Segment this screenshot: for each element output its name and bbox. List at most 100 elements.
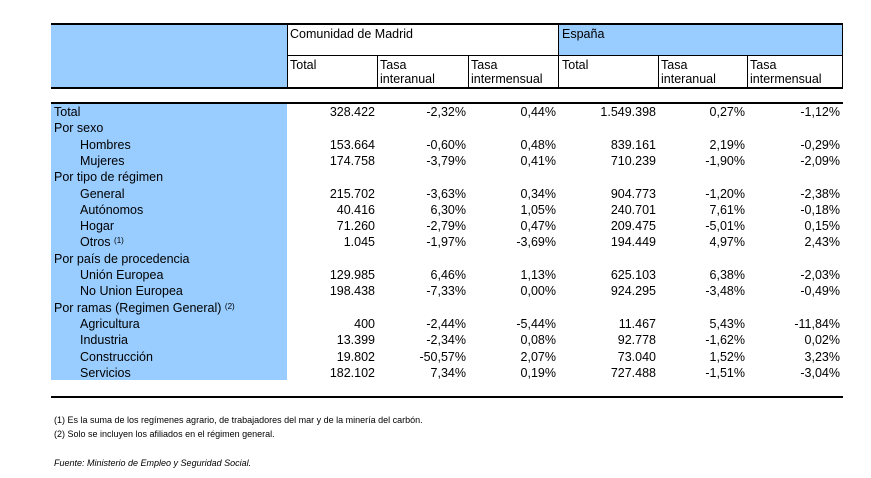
row-label-text: General [80, 187, 125, 201]
table-cell: 153.664 [329, 138, 375, 152]
table-cell: 6,38% [709, 268, 745, 282]
body-top-rule [51, 102, 843, 104]
header-interanual-label: interanual [661, 72, 716, 86]
row-label-text: Agricultura [80, 317, 140, 331]
row-label: Por ramas (Regimen General) (2) [54, 300, 235, 316]
row-labels-column [51, 104, 287, 380]
header-interanual-label: interanual [380, 72, 435, 86]
row-label-text: Hogar [80, 219, 115, 233]
header-tasa-label: Tasa [471, 58, 498, 72]
row-label-text: Por tipo de régimen [54, 170, 164, 184]
table-cell: 0,41% [520, 154, 556, 168]
header-region2: España [562, 27, 605, 41]
table-cell: 194.449 [610, 235, 656, 249]
table-cell: -3,48% [705, 284, 745, 298]
table-cell: 73.040 [617, 350, 656, 364]
header-vline-2 [377, 55, 378, 89]
table-cell: 0,47% [520, 219, 556, 233]
table-cell: 924.295 [610, 284, 656, 298]
row-label: Unión Europea [80, 267, 163, 283]
header-region-divider [287, 55, 843, 56]
header-madrid-intermensual: Tasa intermensual [471, 58, 543, 86]
table-cell: 215.702 [329, 187, 375, 201]
table-cell: 1.549.398 [600, 105, 656, 119]
header-vline-6 [747, 55, 748, 89]
table-cell: -0,49% [800, 284, 840, 298]
table-cell: -3,04% [800, 366, 840, 380]
table-cell: 710.239 [610, 154, 656, 168]
header-tasa-label: Tasa [380, 58, 407, 72]
table-cell: -7,33% [426, 284, 466, 298]
header-intermensual-label: intermensual [750, 72, 822, 86]
table-cell: 2,07% [520, 350, 556, 364]
footnote-marker: (1) [114, 236, 124, 245]
header-top-border [51, 23, 843, 25]
row-label-text: Total [54, 105, 81, 119]
row-label-text: Industria [80, 333, 128, 347]
table-cell: 6,30% [430, 203, 466, 217]
table-cell: -0,60% [426, 138, 466, 152]
table-cell: -11,84% [794, 317, 840, 331]
table-cell: -1,90% [705, 154, 745, 168]
table-cell: 0,27% [709, 105, 745, 119]
table-cell: -1,51% [705, 366, 745, 380]
table-cell: -5,01% [705, 219, 745, 233]
table-cell: 0,48% [520, 138, 556, 152]
row-label-text: Mujeres [80, 154, 125, 168]
table-cell: 904.773 [610, 187, 656, 201]
table-cell: -3,69% [516, 235, 556, 249]
table-cell: 839.161 [610, 138, 656, 152]
row-label: Agricultura [80, 316, 140, 332]
table-cell: 209.475 [610, 219, 656, 233]
table-cell: 328.422 [329, 105, 375, 119]
header-bottom-border [51, 87, 843, 89]
table-cell: -2,34% [426, 333, 466, 347]
table-cell: -50,57% [419, 350, 466, 364]
table-cell: 0,34% [520, 187, 556, 201]
table-cell: -0,18% [800, 203, 840, 217]
table-cell: -0,29% [800, 138, 840, 152]
table-cell: 625.103 [610, 268, 656, 282]
footnote-2: (2) Solo se incluyen los afiliados en el… [54, 429, 275, 439]
table-cell: -2,79% [426, 219, 466, 233]
table-cell: 92.778 [617, 333, 656, 347]
row-label-text: Hombres [80, 138, 131, 152]
table-cell: -2,32% [426, 105, 466, 119]
table-cell: 4,97% [709, 235, 745, 249]
header-region1: Comunidad de Madrid [290, 27, 413, 41]
table-cell: -3,79% [426, 154, 466, 168]
row-label: Mujeres [80, 153, 124, 169]
header-vline-1 [287, 23, 288, 89]
table-cell: 40.416 [336, 203, 375, 217]
footnote-marker: (2) [224, 302, 235, 311]
header-vline-5 [658, 55, 659, 89]
row-label: Otros (1) [80, 234, 124, 250]
body-bottom-rule [51, 396, 843, 398]
table-cell: 182.102 [329, 366, 375, 380]
table-cell: 0,08% [520, 333, 556, 347]
table-cell: -1,62% [705, 333, 745, 347]
table-cell: 1,13% [520, 268, 556, 282]
table-cell: 198.438 [329, 284, 375, 298]
table-cell: 5,43% [709, 317, 745, 331]
table-cell: 71.260 [336, 219, 375, 233]
row-label-text: No Union Europea [80, 284, 183, 298]
table-cell: -3,63% [426, 187, 466, 201]
header-intermensual-label: intermensual [471, 72, 543, 86]
table-cell: 400 [354, 317, 375, 331]
table-cell: 174.758 [329, 154, 375, 168]
table-cell: 0,44% [520, 105, 556, 119]
header-tasa-label: Tasa [750, 58, 777, 72]
header-spain-intermensual: Tasa intermensual [750, 58, 822, 86]
header-madrid-interanual: Tasa interanual [380, 58, 435, 86]
table-cell: 129.985 [329, 268, 375, 282]
table-cell: 7,61% [709, 203, 745, 217]
table-cell: -1,20% [705, 187, 745, 201]
footnote-1: (1) Es la suma de los regímenes agrario,… [54, 415, 423, 425]
header-vline-7 [842, 23, 843, 89]
row-label-text: Unión Europea [80, 268, 164, 282]
table-cell: 0,00% [520, 284, 556, 298]
table-cell: 727.488 [610, 366, 656, 380]
table-cell: -1,12% [800, 105, 840, 119]
table-cell: -1,97% [426, 235, 466, 249]
